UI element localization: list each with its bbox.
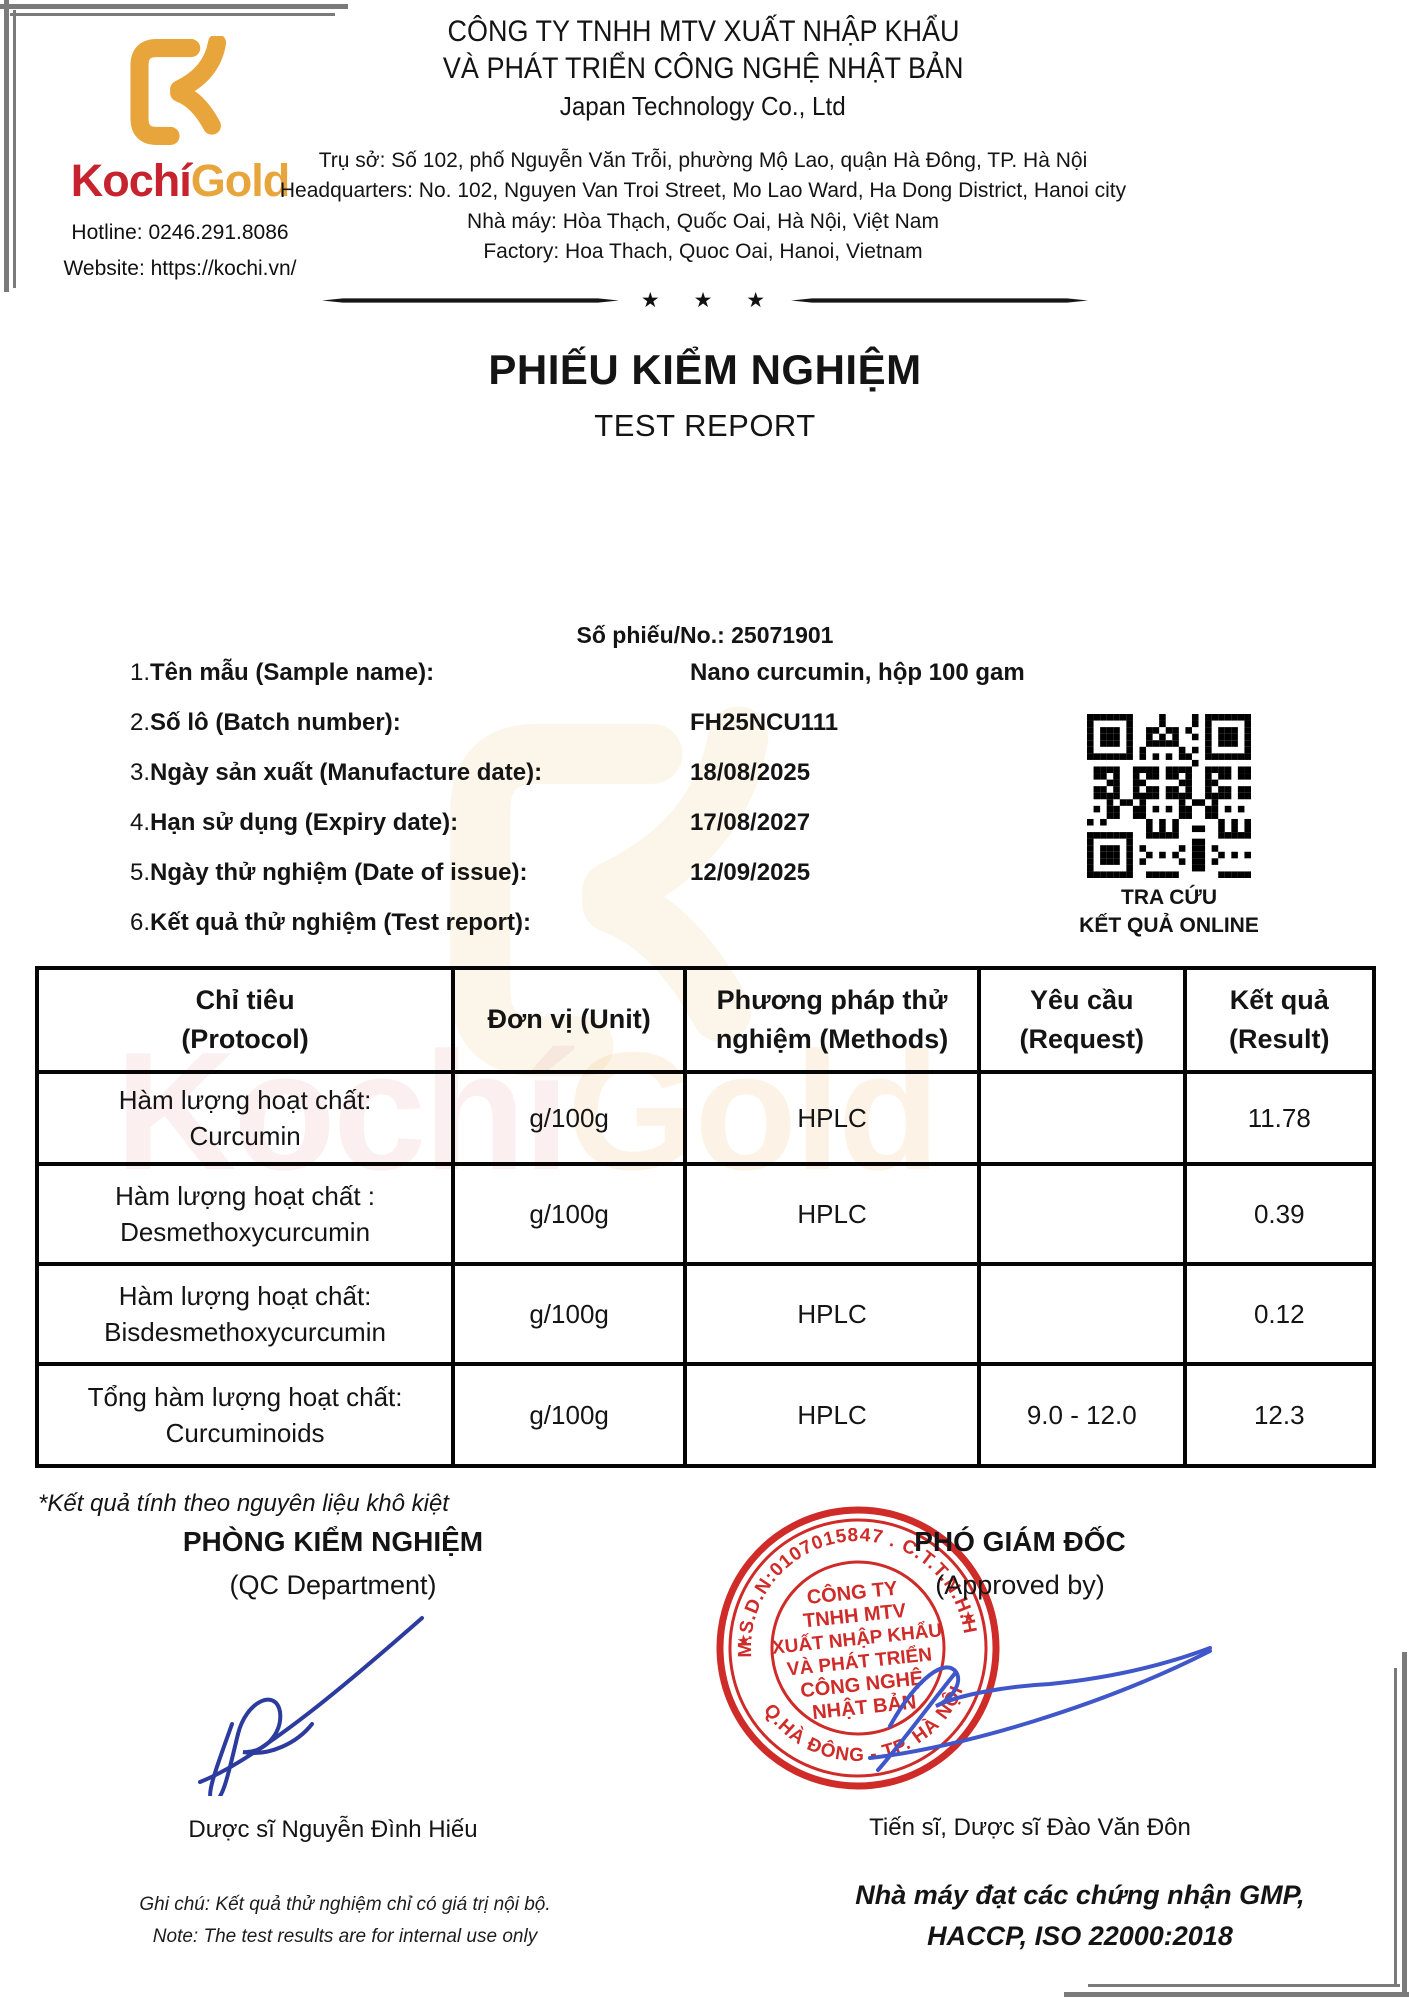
qr-caption-line1: TRA CỨU <box>1121 886 1217 909</box>
frame-right-outer <box>1402 1652 1407 1997</box>
result-bisdesmethoxycurcumin: 0.12 <box>1182 1262 1377 1366</box>
company-header: CÔNG TY TNHH MTV XUẤT NHẬP KHẨU VÀ PHÁT … <box>278 14 1128 267</box>
company-stamp: M.S.D.N:0107015847 . C.T.T.N.H.H Q.HÀ ĐÔ… <box>716 1506 1000 1790</box>
manufacture-date-value: 18/08/2025 <box>690 759 811 786</box>
website: Website: https://kochi.vn/ <box>63 257 297 280</box>
table-row-desmethoxycurcumin: Hàm lượng hoạt chất : Desmethoxycurcumin … <box>34 1162 1377 1266</box>
certifications-line1: Nhà máy đạt các chứng nhận GMP, <box>855 1880 1305 1910</box>
address-factory-vi: Nhà máy: Hòa Thạch, Quốc Oai, Hà Nội, Vi… <box>467 209 939 233</box>
report-number: Số phiếu/No.: 25071901 <box>576 622 834 648</box>
qc-signature <box>198 1616 424 1796</box>
col-header-unit: Đơn vị (Unit) <box>451 966 688 1074</box>
hotline: Hotline: 0246.291.8086 <box>71 221 289 244</box>
frame-bottom-outer <box>1064 1992 1409 1997</box>
logo-block: KochíGold Hotline: 0246.291.8086 Website… <box>42 33 318 281</box>
info-row-sample-name: 1.Tên mẫu (Sample name): Nano curcumin, … <box>130 659 1025 686</box>
company-name-vi-2: VÀ PHÁT TRIỂN CÔNG NGHỆ NHẬT BẢN <box>442 51 964 85</box>
document-title-vi: PHIẾU KIỂM NGHIỆM <box>488 346 922 393</box>
result-curcumin: 11.78 <box>1182 1070 1377 1166</box>
deputy-director-signature <box>868 1646 1212 1772</box>
address-factory-en: Factory: Hoa Thach, Quoc Oai, Hanoi, Vie… <box>483 239 923 263</box>
request-curcuminoids: 9.0 - 12.0 <box>977 1362 1187 1468</box>
stamp-star-right-icon: ★ <box>961 1609 977 1627</box>
col-header-request: Yêu cầu (Request) <box>977 966 1187 1074</box>
result-desmethoxycurcumin: 0.39 <box>1182 1162 1377 1266</box>
sample-info-list: 1.Tên mẫu (Sample name): Nano curcumin, … <box>130 659 1230 959</box>
frame-left-inner <box>13 10 16 288</box>
company-name-en: Japan Technology Co., Ltd <box>560 91 846 122</box>
info-row-batch-number: 2.Số lô (Batch number): FH25NCU111 <box>130 709 839 736</box>
title-block: PHIẾU KIỂM NGHIỆM TEST REPORT <box>355 346 1055 444</box>
deputy-director-header: PHÓ GIÁM ĐỐC (Approved by) <box>770 1526 1270 1601</box>
address-headquarters-en: Headquarters: No. 102, Nguyen Van Troi S… <box>279 179 1127 203</box>
deputy-director-name: Tiến sĩ, Dược sĩ Đào Văn Đôn <box>869 1814 1191 1841</box>
frame-right-inner <box>1394 1668 1397 1986</box>
sample-name-value: Nano curcumin, hộp 100 gam <box>690 659 1025 686</box>
col-header-result: Kết quả (Result) <box>1182 966 1377 1074</box>
frame-top-outer <box>0 4 348 9</box>
brand-name: KochíGold <box>70 155 291 206</box>
batch-number-value: FH25NCU111 <box>690 709 839 736</box>
qc-department-header: PHÒNG KIỂM NGHIỆM (QC Department) <box>83 1526 583 1601</box>
qc-signer-name: Dược sĩ Nguyễn Đình Hiếu <box>188 1816 478 1843</box>
table-row-bisdesmethoxycurcumin: Hàm lượng hoạt chất: Bisdesmethoxycurcumi… <box>34 1262 1377 1366</box>
qc-department-title-vi: PHÒNG KIỂM NGHIỆM <box>182 1526 484 1557</box>
qr-lookup-block: TRA CỨU KẾT QUẢ ONLINE <box>1063 714 1275 938</box>
stamp-star-left-icon: ★ <box>736 1632 752 1650</box>
table-row-curcumin: Hàm lượng hoạt chất: Curcumin g/100g HPLC… <box>34 1070 1377 1166</box>
internal-use-note: Ghi chú: Kết quả thử nghiệm chỉ có giá t… <box>95 1894 595 1948</box>
frame-left-outer <box>4 0 9 292</box>
frame-bottom-inner <box>1088 1984 1400 1987</box>
kochigold-logo-icon <box>130 33 227 145</box>
qc-department-title-en: (QC Department) <box>229 1570 437 1600</box>
company-name-vi-1: CÔNG TY TNHH MTV XUẤT NHẬP KHẨU <box>446 15 960 48</box>
result-curcuminoids: 12.3 <box>1182 1362 1377 1468</box>
table-row-curcuminoids-total: Tổng hàm lượng hoạt chất: Curcuminoids g/… <box>34 1362 1377 1468</box>
internal-use-note-vi: Ghi chú: Kết quả thử nghiệm chỉ có giá t… <box>139 1894 551 1915</box>
info-row-test-result: 6.Kết quả thử nghiệm (Test report): <box>130 909 531 936</box>
expiry-date-value: 17/08/2027 <box>690 809 811 836</box>
issue-date-value: 12/09/2025 <box>690 859 811 886</box>
internal-use-note-en: Note: The test results are for internal … <box>152 1926 538 1947</box>
table-header-row: Chỉ tiêu (Protocol) Đơn vị (Unit) Phương … <box>34 966 1377 1074</box>
results-table-wrapper: Chỉ tiêu (Protocol) Đơn vị (Unit) Phương … <box>34 966 1377 1468</box>
divider-line-right <box>791 298 1088 303</box>
certifications-note: Nhà máy đạt các chứng nhận GMP, HACCP, I… <box>810 1880 1350 1952</box>
deputy-director-title-en: (Approved by) <box>935 1570 1105 1600</box>
col-header-methods: Phương pháp thử nghiệm (Methods) <box>683 966 981 1074</box>
address-headquarters-vi: Trụ sở: Số 102, phố Nguyễn Văn Trỗi, phư… <box>318 149 1088 173</box>
frame-top-inner <box>10 13 335 16</box>
dry-basis-note: *Kết quả tính theo nguyên liệu khô kiệt <box>38 1490 449 1517</box>
certifications-line2: HACCP, ISO 22000:2018 <box>927 1921 1233 1951</box>
deputy-director-title-vi: PHÓ GIÁM ĐỐC <box>914 1526 1126 1557</box>
info-row-issue-date: 5.Ngày thử nghiệm (Date of issue): 12/09… <box>130 859 811 886</box>
info-row-manufacture-date: 3.Ngày sản xuất (Manufacture date): 18/0… <box>130 759 811 786</box>
results-table: Chỉ tiêu (Protocol) Đơn vị (Unit) Phương … <box>34 966 1377 1468</box>
info-row-expiry-date: 4.Hạn sử dụng (Expiry date): 17/08/2027 <box>130 809 811 836</box>
divider-line-left <box>322 298 619 303</box>
divider-stars-icon: ★ ★ ★ <box>640 289 780 312</box>
qr-caption-line2: KẾT QUẢ ONLINE <box>1079 914 1259 937</box>
document-title-en: TEST REPORT <box>594 408 816 443</box>
address-block: Trụ sở: Số 102, phố Nguyễn Văn Trỗi, phư… <box>278 146 1128 267</box>
qr-code <box>1087 714 1251 878</box>
star-divider: ★ ★ ★ <box>322 288 1088 313</box>
col-header-protocol: Chỉ tiêu (Protocol) <box>34 966 456 1074</box>
